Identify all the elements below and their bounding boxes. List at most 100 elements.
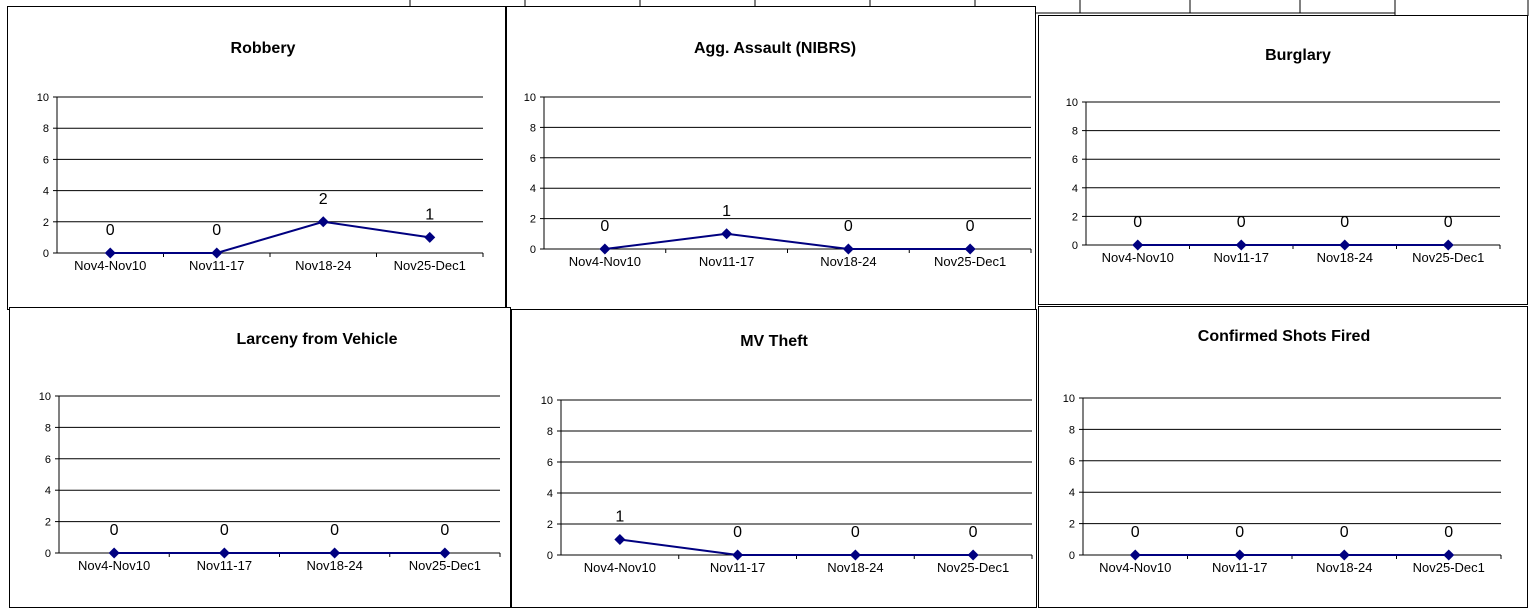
y-tick-label: 0 [530, 244, 536, 256]
x-tick-label: Nov25-Dec1 [934, 254, 1006, 269]
data-label: 0 [1237, 214, 1246, 231]
data-label: 0 [212, 222, 221, 239]
y-tick-label: 2 [1072, 211, 1078, 223]
x-tick-label: Nov11-17 [1214, 250, 1269, 265]
chart-panel-mv-theft: MV Theft 0 2 4 6 8 10 Nov4-Nov10 Nov11-17 Nov18-… [511, 309, 1037, 608]
y-tick-label: 2 [45, 517, 51, 529]
data-point-marker [108, 547, 120, 559]
data-point-marker [1442, 239, 1454, 251]
y-tick-label: 4 [530, 183, 536, 195]
data-label: 0 [110, 522, 119, 539]
chart-confirmed-shots-fired: Confirmed Shots Fired 0 2 4 6 8 10 Nov4-Nov10 N… [1063, 328, 1502, 575]
y-tick-label: 4 [45, 485, 51, 497]
data-point-marker [211, 247, 223, 259]
data-label: 0 [844, 218, 853, 235]
data-point-marker [317, 216, 329, 228]
y-tick-label: 6 [547, 457, 553, 469]
x-tick-label: Nov18-24 [827, 560, 883, 575]
chart-title: Burglary [1265, 47, 1331, 64]
y-tick-label: 10 [524, 92, 536, 104]
x-tick-label: Nov25-Dec1 [394, 258, 466, 273]
chart-panel-burglary: Burglary 0 2 4 6 8 10 Nov4-Nov10 Nov11-17 Nov18-… [1038, 15, 1528, 305]
data-point-marker [967, 549, 979, 561]
data-label: 0 [851, 524, 860, 541]
y-tick-label: 8 [547, 426, 553, 438]
x-tick-label: Nov4-Nov10 [1102, 250, 1174, 265]
x-tick-label: Nov4-Nov10 [78, 558, 150, 573]
y-tick-label: 0 [45, 548, 51, 560]
y-tick-label: 10 [1066, 97, 1078, 109]
y-tick-label: 0 [1069, 550, 1075, 562]
x-tick-label: Nov18-24 [306, 558, 362, 573]
x-tick-label: Nov18-24 [820, 254, 876, 269]
chart-panel-larceny-from-vehicle: Larceny from Vehicle 0 2 4 6 8 10 Nov4-Nov10 No… [9, 307, 511, 608]
x-tick-label: Nov4-Nov10 [569, 254, 641, 269]
y-tick-label: 6 [45, 454, 51, 466]
data-label: 0 [330, 522, 339, 539]
y-tick-label: 10 [541, 395, 553, 407]
y-tick-label: 2 [530, 214, 536, 226]
y-tick-label: 10 [37, 92, 49, 104]
chart-title: MV Theft [740, 333, 808, 350]
chart-title: Robbery [231, 40, 296, 57]
y-tick-label: 2 [1069, 519, 1075, 531]
data-point-marker [439, 547, 451, 559]
x-tick-label: Nov11-17 [699, 254, 754, 269]
data-point-marker [218, 547, 230, 559]
y-tick-label: 10 [1063, 393, 1075, 405]
y-tick-label: 8 [1069, 424, 1075, 436]
y-tick-label: 6 [530, 153, 536, 165]
y-tick-label: 6 [1072, 154, 1078, 166]
data-label: 0 [1235, 524, 1244, 541]
data-label: 0 [969, 524, 978, 541]
data-label: 0 [1444, 524, 1453, 541]
y-tick-label: 4 [43, 186, 49, 198]
data-point-marker [732, 549, 744, 561]
x-tick-label: Nov18-24 [1316, 560, 1372, 575]
data-label: 0 [966, 218, 975, 235]
y-tick-label: 10 [39, 391, 51, 403]
data-label: 0 [600, 218, 609, 235]
x-tick-label: Nov25-Dec1 [937, 560, 1009, 575]
data-point-marker [1234, 549, 1246, 561]
y-tick-label: 8 [530, 122, 536, 134]
y-tick-label: 8 [45, 422, 51, 434]
x-tick-label: Nov11-17 [710, 560, 765, 575]
data-point-marker [721, 228, 733, 240]
data-point-marker [1443, 549, 1455, 561]
x-tick-label: Nov11-17 [197, 558, 252, 573]
data-label: 0 [1131, 524, 1140, 541]
data-point-marker [1338, 549, 1350, 561]
data-label: 2 [319, 191, 328, 208]
y-tick-label: 4 [547, 488, 553, 500]
data-point-marker [849, 549, 861, 561]
x-tick-label: Nov25-Dec1 [1412, 250, 1484, 265]
chart-burglary: Burglary 0 2 4 6 8 10 Nov4-Nov10 Nov11-17 Nov18-… [1066, 47, 1501, 265]
x-tick-label: Nov4-Nov10 [74, 258, 146, 273]
chart-panel-agg-assault: Agg. Assault (NIBRS) 0 2 4 6 8 10 Nov4-Nov10 No… [506, 6, 1036, 310]
y-tick-label: 4 [1069, 487, 1075, 499]
x-tick-label: Nov11-17 [1212, 560, 1267, 575]
data-label: 0 [1340, 524, 1349, 541]
y-tick-label: 2 [43, 217, 49, 229]
x-tick-label: Nov11-17 [189, 258, 244, 273]
series-line [619, 538, 974, 556]
x-tick-label: Nov25-Dec1 [409, 558, 481, 573]
data-point-marker [329, 547, 341, 559]
chart-panel-confirmed-shots-fired: Confirmed Shots Fired 0 2 4 6 8 10 Nov4-Nov10 N… [1038, 306, 1528, 608]
data-point-marker [424, 231, 436, 243]
y-tick-label: 0 [1072, 240, 1078, 252]
data-point-marker [964, 243, 976, 255]
x-tick-label: Nov18-24 [295, 258, 351, 273]
series-line [110, 220, 430, 254]
x-tick-label: Nov18-24 [1317, 250, 1373, 265]
y-tick-label: 2 [547, 519, 553, 531]
y-tick-label: 0 [43, 248, 49, 260]
y-tick-label: 8 [1072, 126, 1078, 138]
data-label: 0 [440, 522, 449, 539]
series-line [604, 232, 971, 250]
y-tick-label: 4 [1072, 183, 1078, 195]
